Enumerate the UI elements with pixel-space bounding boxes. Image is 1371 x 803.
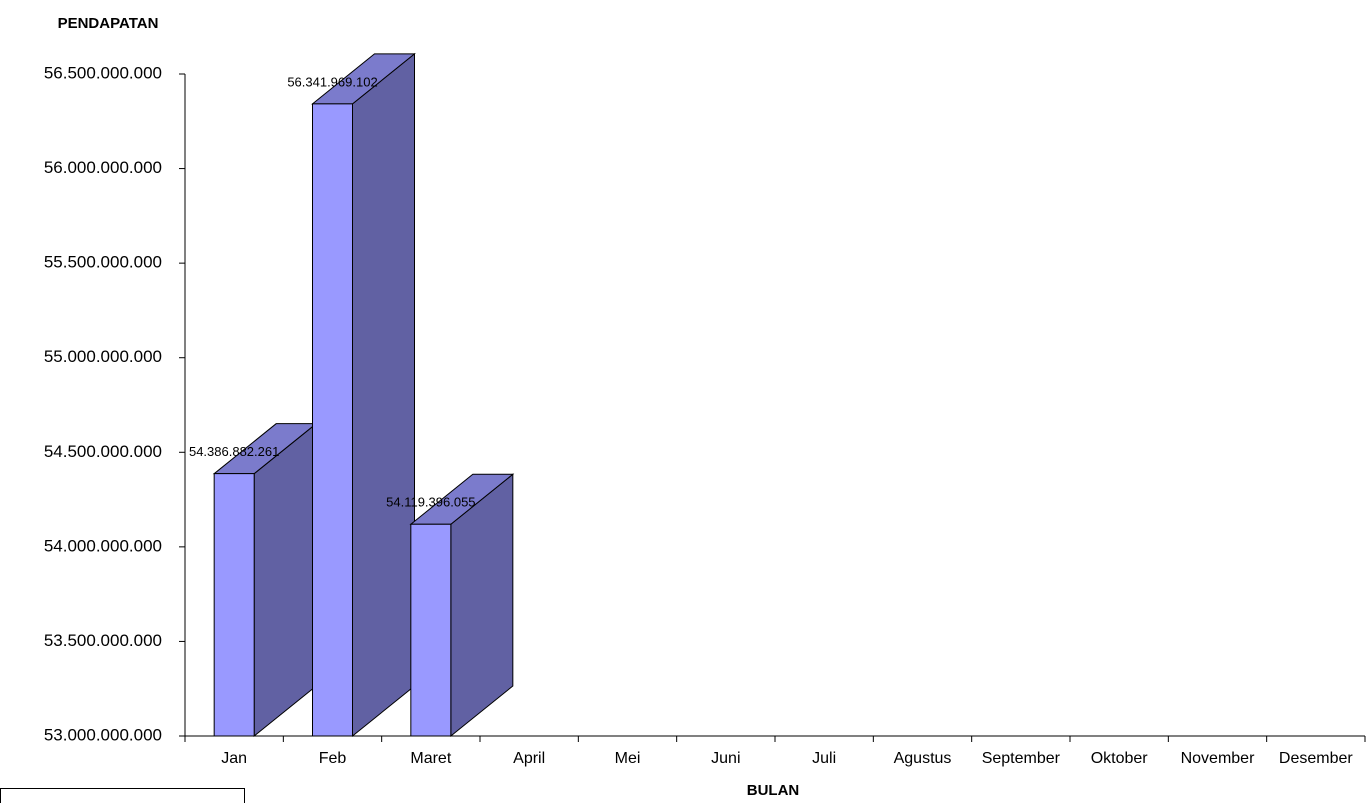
x-tick-label: Agustus [894,750,952,767]
bar [409,473,515,738]
y-tick-label: 54.000.000.000 [44,536,162,555]
chart-title: PENDAPATAN [58,15,159,32]
y-tick-label: 54.500.000.000 [44,442,162,461]
y-tick-label: 53.000.000.000 [44,725,162,744]
x-tick-label: Jan [221,750,247,767]
x-tick-label: Juli [812,750,836,767]
x-tick-label: Maret [410,750,451,767]
y-tick-label: 56.000.000.000 [44,158,162,177]
x-tick-label: Feb [319,750,347,767]
x-tick-label: Mei [615,750,641,767]
bar [311,52,416,738]
bar-front [312,103,353,737]
bar-front [410,523,452,737]
bar-side [352,52,415,738]
y-tick-label: 55.000.000.000 [44,347,162,366]
legend-box [0,788,245,803]
x-tick-label: September [982,750,1061,767]
y-tick-label: 53.500.000.000 [44,631,162,650]
x-tick-label: Oktober [1091,750,1149,767]
x-tick-label: Desember [1279,750,1353,767]
value-label: 54.119.396.055 [386,495,475,510]
bar [212,422,318,738]
y-tick-label: 56.500.000.000 [44,63,162,82]
x-tick-label: April [513,750,545,767]
x-axis-title: BULAN [747,782,800,799]
value-label: 56.341.969.102 [287,74,377,89]
y-tick-label: 55.500.000.000 [44,253,162,272]
x-tick-label: Juni [711,750,740,767]
value-label: 54.386.882.261 [189,444,279,459]
bar-front [213,473,255,737]
bar-side [253,422,317,738]
x-tick-label: November [1181,750,1255,767]
